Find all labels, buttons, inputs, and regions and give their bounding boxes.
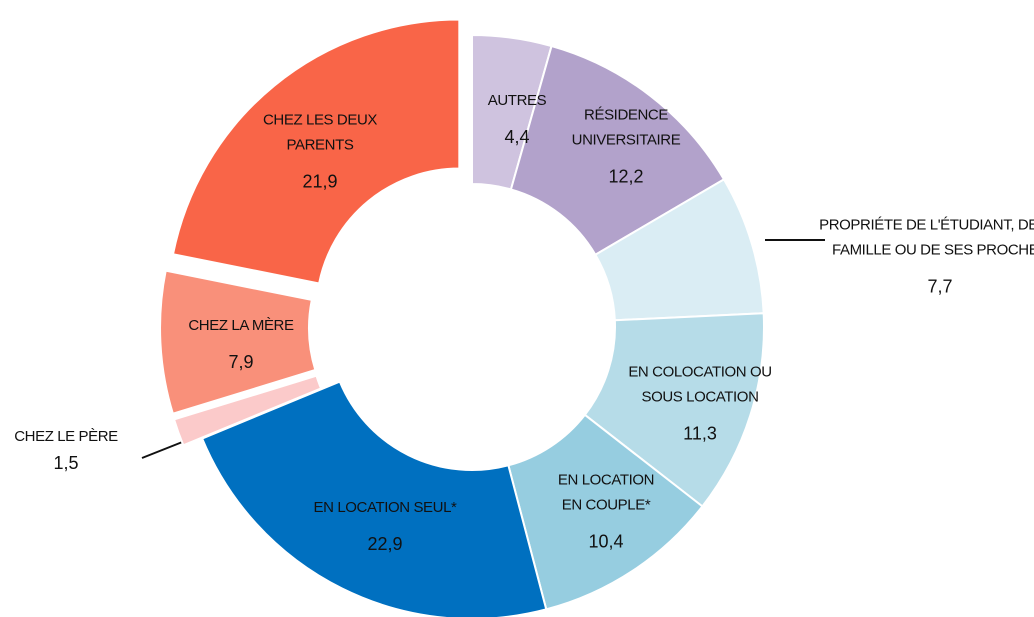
- category-label: CHEZ LA MÈRE: [188, 317, 294, 334]
- category-label: CHEZ LE PÈRE: [14, 428, 118, 445]
- value-label: 7,7: [927, 276, 953, 297]
- category-label: RÉSIDENCE UNIVERSITAIRE: [571, 106, 681, 149]
- value-label: 12,2: [608, 166, 644, 187]
- segment-label: AUTRES 4,4: [482, 88, 552, 148]
- category-label: AUTRES: [487, 92, 547, 109]
- value-label: 1,5: [53, 453, 79, 473]
- donut-segment: [159, 269, 317, 415]
- donut-segment: [172, 374, 323, 447]
- segment-label: CHEZ LES DEUX PARENTS 21,9: [245, 108, 395, 193]
- value-label: 22,9: [367, 534, 403, 554]
- segment-label: EN LOCATION SEUL* 22,9: [285, 495, 485, 555]
- segment-label: PROPRIÉTE DE L'ÉTUDIANT, DE SA FAMILLE O…: [815, 213, 1034, 298]
- segment-label: RÉSIDENCE UNIVERSITAIRE 12,2: [561, 103, 691, 188]
- value-label: 10,4: [588, 531, 624, 552]
- value-label: 11,3: [683, 423, 717, 444]
- donut-segment: [509, 44, 726, 257]
- value-label: 7,9: [228, 352, 254, 372]
- category-label: EN LOCATION EN COUPLE*: [557, 471, 655, 514]
- segment-label: EN COLOCATION OU SOUS LOCATION 11,3: [615, 360, 785, 445]
- category-label: PROPRIÉTE DE L'ÉTUDIANT, DE SA FAMILLE O…: [819, 216, 1034, 259]
- category-label: CHEZ LES DEUX PARENTS: [263, 111, 377, 154]
- value-label: 4,4: [504, 127, 530, 147]
- category-label: EN LOCATION SEUL*: [313, 499, 457, 516]
- segment-label: CHEZ LE PÈRE 1,5: [1, 424, 131, 474]
- segment-label: EN LOCATION EN COUPLE* 10,4: [551, 468, 661, 553]
- donut-segment: [171, 18, 461, 285]
- segment-label: CHEZ LA MÈRE 7,9: [171, 313, 311, 373]
- value-label: 21,9: [302, 171, 338, 192]
- category-label: EN COLOCATION OU SOUS LOCATION: [628, 363, 772, 406]
- donut-segment: [200, 380, 548, 617]
